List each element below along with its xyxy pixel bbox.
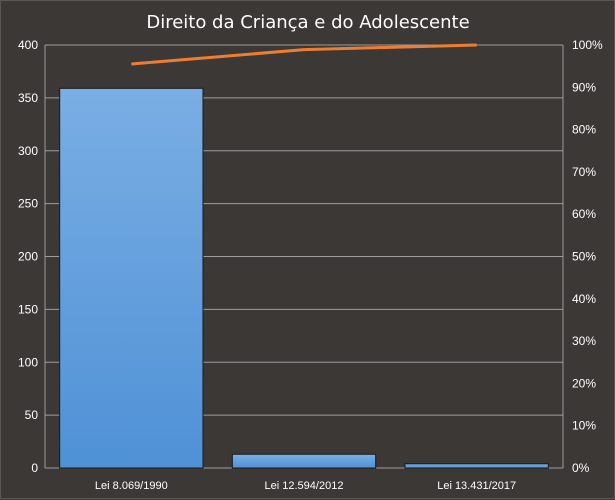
cumulative-line (131, 43, 477, 66)
cumulative-line-path (131, 43, 477, 66)
y-tick-label: 150 (18, 302, 38, 316)
y2-tick-label: 10% (572, 419, 596, 433)
right-axis-ticks: 0% 10% 20% 30% 40% 50% 60% 70% 80% 90% 100% (572, 38, 603, 475)
y-tick-label: 100 (18, 355, 38, 369)
y2-tick-label: 80% (572, 123, 596, 137)
bar (59, 87, 204, 469)
y-tick-label: 350 (18, 91, 38, 105)
bars (59, 87, 549, 469)
x-tick-label: Lei 12.594/2012 (265, 480, 344, 492)
x-tick-label: Lei 13.431/2017 (437, 480, 516, 492)
y-tick-label: 0 (31, 461, 38, 475)
y-tick-label: 400 (18, 38, 38, 52)
y-tick-label: 200 (18, 250, 38, 264)
y2-tick-label: 30% (572, 334, 596, 348)
y2-tick-label: 60% (572, 207, 596, 221)
chart-title: Direito da Criança e do Adolescente (146, 12, 469, 33)
y-tick-label: 50 (25, 408, 39, 422)
y2-tick-label: 40% (572, 292, 596, 306)
x-tick-label: Lei 8.069/1990 (95, 480, 168, 492)
y2-tick-label: 20% (572, 376, 596, 390)
y2-tick-label: 0% (572, 461, 590, 475)
bar (404, 463, 549, 469)
y2-tick-label: 100% (572, 38, 603, 52)
y2-tick-label: 50% (572, 250, 596, 264)
y2-tick-label: 70% (572, 165, 596, 179)
category-labels: Lei 8.069/1990 Lei 12.594/2012 Lei 13.431/… (95, 480, 516, 492)
y2-tick-label: 90% (572, 80, 596, 94)
left-axis-ticks: 0 50 100 150 200 250 300 350 400 (18, 38, 38, 475)
y-tick-label: 300 (18, 144, 38, 158)
y-tick-label: 250 (18, 197, 38, 211)
bar (231, 453, 377, 469)
